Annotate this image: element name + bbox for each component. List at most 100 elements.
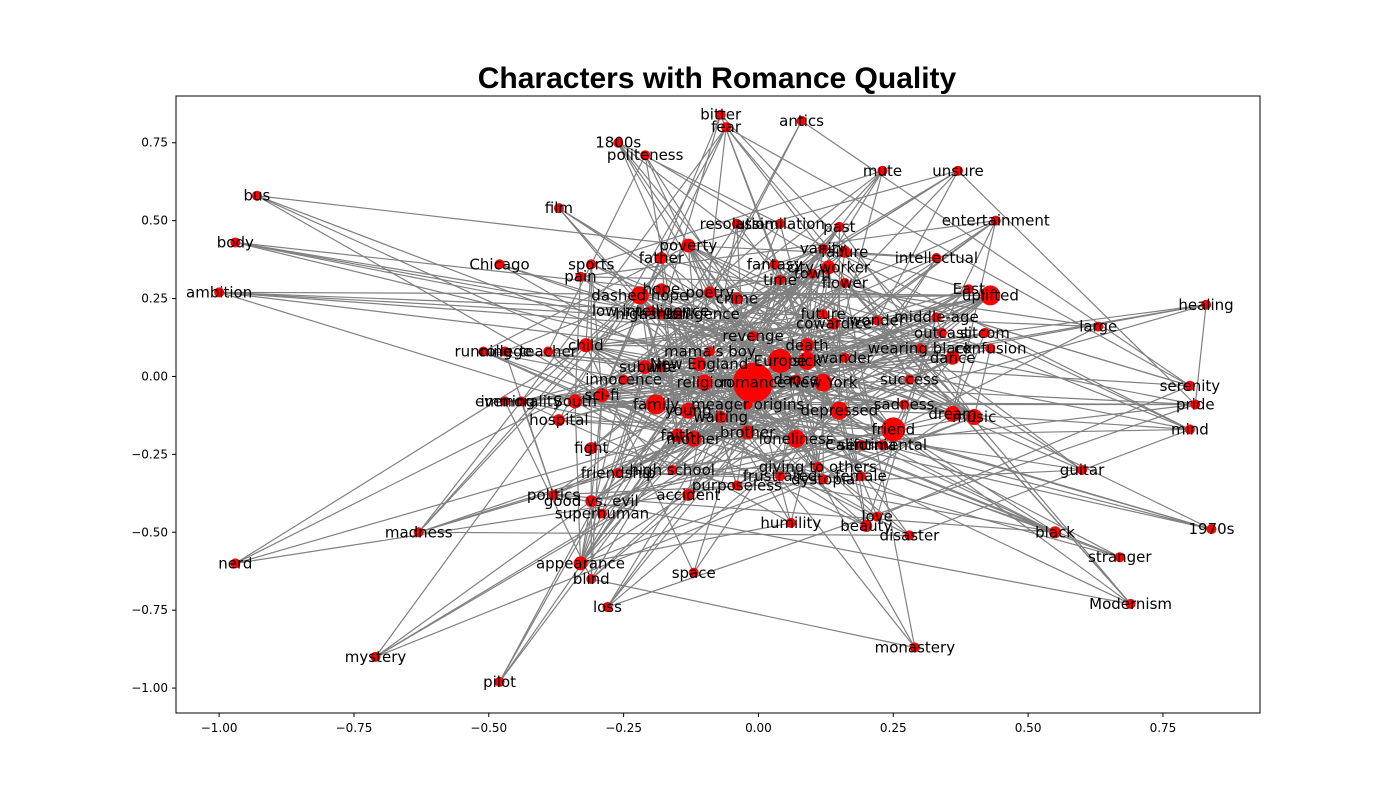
edge [779, 304, 1207, 362]
edge [418, 472, 619, 533]
edge [601, 257, 662, 396]
node-label: immorality [481, 392, 562, 410]
label-layer: romance Europe New York friend uplifted famil… [186, 106, 1235, 691]
node-city-worker [821, 260, 836, 275]
node-label: dream [928, 405, 976, 423]
edge [235, 435, 678, 565]
edge [483, 245, 689, 353]
node-east [963, 284, 974, 295]
edge [590, 382, 824, 580]
node-middle-age [931, 312, 942, 323]
node-sitcom [979, 327, 990, 338]
node-ambition [214, 287, 225, 298]
edge [548, 350, 646, 368]
node-label: love [861, 508, 892, 526]
edge [575, 382, 824, 402]
node-label: black [1035, 523, 1075, 541]
edge [644, 155, 689, 411]
node-frustrated [775, 471, 786, 482]
node-label: romance [720, 374, 786, 392]
edge [590, 432, 749, 580]
node-young [680, 402, 697, 419]
node-fight [585, 442, 598, 455]
node-black [1049, 526, 1062, 539]
edge [375, 432, 748, 658]
node-south [568, 394, 583, 409]
edge [585, 310, 651, 346]
node-father [655, 252, 668, 265]
node-1970s [1206, 524, 1217, 535]
node-label: past [823, 218, 856, 236]
edge [418, 531, 910, 536]
edge [688, 170, 959, 247]
edge [618, 332, 986, 474]
node-mystery [370, 651, 381, 662]
edge [688, 245, 953, 415]
node-label: madness [385, 523, 453, 541]
node-california [855, 440, 866, 451]
node-label: friendship [581, 464, 656, 482]
chart-title: Characters with Romance Quality [478, 62, 957, 95]
node-future [818, 309, 829, 320]
node-label: frustrated [743, 467, 818, 485]
edge [574, 276, 582, 402]
node-label: low intelligence [592, 302, 709, 320]
node-label: time [763, 271, 797, 289]
node-label: teacher [519, 343, 577, 361]
edge [919, 347, 1083, 471]
node-label: Chicago [469, 255, 529, 273]
node-label: cowardice [796, 314, 872, 332]
edge [1194, 304, 1207, 405]
edge [235, 484, 737, 565]
node-label: superhuman [555, 505, 649, 523]
edge [693, 382, 754, 573]
node-label: father [639, 249, 685, 267]
node-label: politics [527, 486, 580, 504]
edge [860, 413, 953, 477]
edge [639, 295, 662, 368]
edge [779, 360, 1190, 387]
node-label: music [952, 408, 996, 426]
node-cowardice [827, 317, 840, 330]
node-sports [586, 259, 597, 270]
node-vanity [818, 243, 829, 254]
node-label: town [794, 265, 831, 283]
node-label: future [801, 305, 846, 323]
node-label: young [665, 402, 712, 420]
edge [601, 266, 829, 396]
node-label: pride [1176, 396, 1215, 414]
node-hope [655, 283, 668, 296]
edge [984, 332, 1191, 430]
node-label: friend [871, 420, 915, 438]
node-poetry [703, 286, 716, 299]
x-tick-label: 0.00 [745, 721, 772, 735]
node-label: hospital [529, 411, 588, 429]
edge [817, 251, 846, 467]
node-label: dashed hope [591, 286, 688, 304]
node-label: good vs. evil [544, 492, 639, 510]
edge [952, 413, 1190, 431]
edge [418, 401, 522, 533]
node-high-school [667, 464, 678, 475]
edge [687, 223, 738, 495]
node-label: failure [821, 243, 868, 261]
edge [693, 382, 824, 574]
node-immorality [516, 396, 527, 407]
node-label: college [478, 343, 532, 361]
node-label: outcast [914, 324, 970, 342]
edge [639, 294, 878, 518]
edge [725, 126, 1191, 387]
node-label: wearing black [868, 339, 973, 357]
node-label: body [217, 233, 254, 251]
edge [579, 500, 592, 564]
edge [833, 323, 884, 446]
node-wife [656, 362, 667, 373]
edge [893, 326, 1099, 430]
edge [644, 154, 943, 334]
node-label: stranger [1088, 548, 1152, 566]
edge [752, 382, 792, 524]
node-music [966, 408, 983, 425]
node-label: politeness [607, 146, 684, 164]
x-tick-label: −0.50 [470, 721, 507, 735]
